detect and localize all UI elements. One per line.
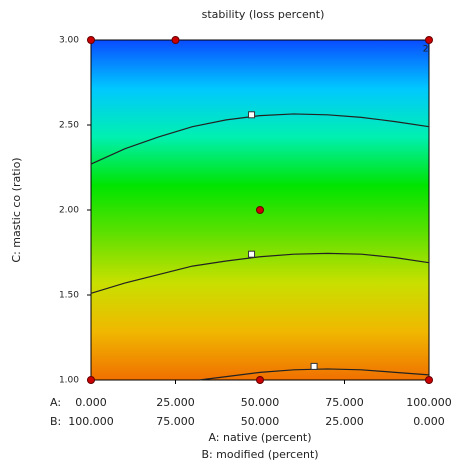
x-tick-label: 100.000 (68, 415, 114, 428)
annotation: 2 (423, 45, 429, 55)
design-point (257, 377, 264, 384)
design-point (257, 207, 264, 214)
design-point (172, 37, 179, 44)
design-point (88, 377, 95, 384)
y-axis-title: C: mastic co (ratio) (10, 157, 23, 262)
contour-marker (249, 251, 255, 257)
y-tick-label: 2.50 (59, 121, 79, 131)
design-point (88, 37, 95, 44)
x-tick-label: 25.000 (325, 415, 364, 428)
x-tick-label: 0.000 (75, 396, 107, 409)
x-tick-label: 25.000 (156, 396, 195, 409)
chart-title: stability (loss percent) (202, 8, 325, 21)
chart: stability (loss percent) C: mastic co (r… (0, 0, 458, 462)
x-tick-label: 0.000 (413, 415, 445, 428)
y-tick-label: 3.00 (59, 36, 79, 46)
y-tick-label: 1.00 (59, 376, 79, 386)
y-tick-label: 1.50 (59, 291, 79, 301)
contour-marker (311, 363, 317, 369)
x-tick-label: 75.000 (156, 415, 195, 428)
x-axis-title: B: modified (percent) (201, 448, 318, 461)
contour-marker (249, 112, 255, 118)
design-point (426, 377, 433, 384)
x-tick-label: 75.000 (325, 396, 364, 409)
x-row-label: A: (50, 396, 61, 409)
x-row-label: B: (50, 415, 61, 428)
x-axis-title: A: native (percent) (208, 431, 311, 444)
x-tick-label: 100.000 (406, 396, 452, 409)
x-tick-label: 50.000 (241, 415, 280, 428)
y-tick-label: 2.00 (59, 206, 79, 216)
x-tick-label: 50.000 (241, 396, 280, 409)
design-point (426, 37, 433, 44)
